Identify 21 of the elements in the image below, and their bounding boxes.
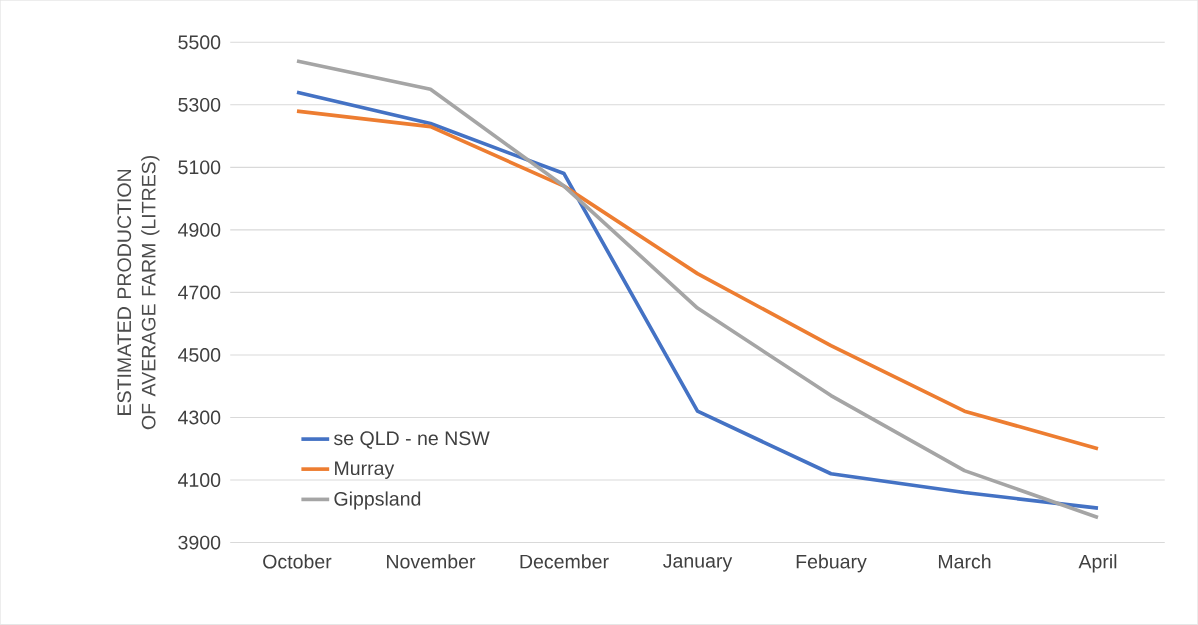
x-tick-label: March [938,554,991,569]
x-tick-label: April [1078,554,1117,573]
x-tick-label: Febuary [796,554,867,573]
y-axis-title: ESTIMATED PRODUCTION OF AVERAGE FARM (LITRES) [117,156,160,430]
x-tick-label: October [263,554,332,569]
line-series [295,109,1100,451]
y-tick-label: 5100 [178,160,221,175]
x-tick-label: January [663,554,733,572]
y-tick-label: 4100 [178,473,221,488]
y-tick-label: 4700 [178,285,221,300]
y-tick-label: 5500 [178,35,221,50]
x-tick-label: November [387,554,476,569]
y-tick-label: 4300 [178,410,221,425]
x-tick-label: December [520,554,609,569]
legend-label: Murray [335,461,395,480]
y-tick-label: 4500 [178,348,221,362]
y-tick-label: 4900 [178,223,221,237]
legend-label: Gippsland [334,491,421,510]
y-tick-label: 3900 [178,535,221,550]
y-tick-label: 5300 [178,98,221,112]
legend-label: se QLD - ne NSW [333,431,490,449]
